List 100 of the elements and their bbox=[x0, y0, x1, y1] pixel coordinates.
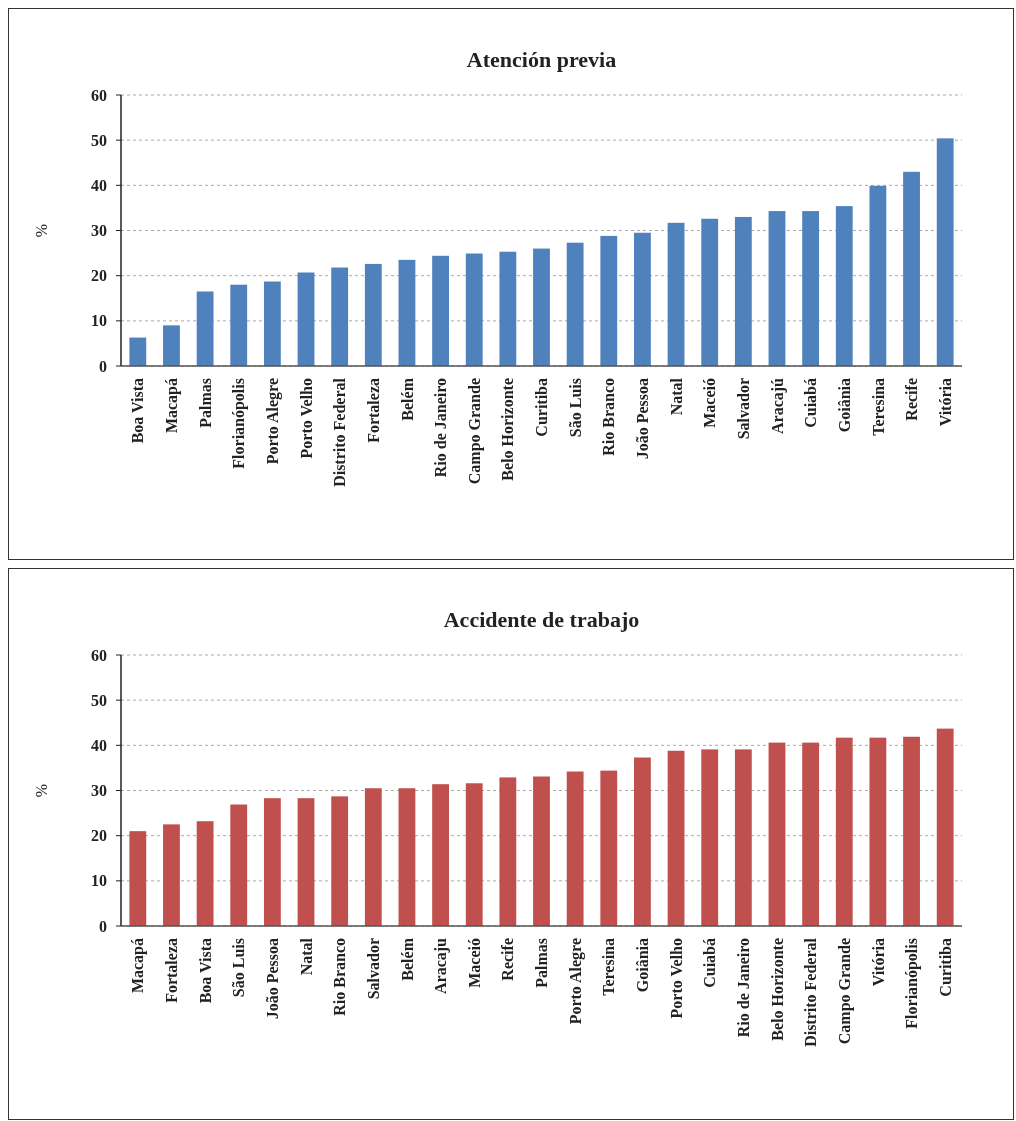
x-tick-label: Palmas bbox=[533, 938, 551, 988]
y-tick-label: 60 bbox=[91, 646, 107, 664]
x-tick-label: Aracaju bbox=[432, 937, 451, 994]
x-tick-label: Salvador bbox=[364, 938, 382, 1000]
bar bbox=[566, 771, 584, 926]
bar bbox=[432, 784, 449, 926]
bar bbox=[129, 337, 147, 366]
bar bbox=[533, 776, 550, 926]
bar bbox=[230, 284, 248, 366]
x-tick-label: Curitiba bbox=[533, 378, 551, 437]
x-tick-label: Salvador bbox=[734, 378, 752, 440]
x-tick-label: Belo Horizonte bbox=[499, 378, 517, 481]
y-tick-label: 20 bbox=[91, 267, 107, 285]
bar bbox=[432, 255, 449, 366]
bar bbox=[297, 798, 315, 926]
x-tick-label: Fortaleza bbox=[364, 378, 382, 443]
x-tick-label: Cuiabá bbox=[802, 378, 820, 428]
y-tick-label: 50 bbox=[91, 691, 107, 709]
y-tick-label: 50 bbox=[91, 131, 107, 149]
bar bbox=[734, 216, 752, 366]
y-tick-label: 0 bbox=[99, 917, 107, 935]
bar bbox=[936, 728, 954, 926]
bar bbox=[263, 281, 281, 366]
bar bbox=[667, 750, 685, 926]
x-tick-label: Palmas bbox=[196, 378, 214, 428]
x-tick-label: Vitória bbox=[936, 378, 954, 427]
y-tick-label: 10 bbox=[91, 872, 107, 890]
y-tick-label: 30 bbox=[91, 222, 107, 240]
bar bbox=[802, 211, 820, 366]
chart-title: Atención previa bbox=[466, 47, 617, 72]
bar bbox=[768, 742, 786, 926]
bar bbox=[734, 749, 752, 926]
x-tick-label: Goiânia bbox=[835, 378, 853, 433]
x-tick-label: Porto Velho bbox=[297, 378, 315, 459]
bar bbox=[196, 821, 214, 926]
x-tick-label: Belém bbox=[398, 937, 416, 981]
x-tick-label: Goiânia bbox=[634, 938, 652, 993]
x-tick-label: Teresina bbox=[600, 938, 618, 996]
x-tick-label: Recife bbox=[903, 378, 921, 421]
y-tick-label: 20 bbox=[91, 827, 107, 845]
x-tick-label: Campo Grande bbox=[835, 938, 854, 1045]
x-tick-label: Belém bbox=[398, 377, 416, 421]
x-tick-label: Maceió bbox=[465, 938, 483, 988]
bar bbox=[398, 259, 416, 366]
x-tick-label: Macapá bbox=[129, 938, 148, 994]
x-tick-label: Natal bbox=[667, 377, 685, 416]
y-tick-label: 60 bbox=[91, 86, 107, 104]
chart-title: Accidente de trabajo bbox=[443, 607, 640, 632]
x-tick-label: João Pessoa bbox=[634, 378, 652, 460]
bar bbox=[163, 824, 180, 926]
x-tick-label: Boa Vista bbox=[196, 938, 214, 1004]
x-tick-label: Porto Velho bbox=[667, 938, 685, 1019]
x-tick-label: Macapá bbox=[163, 378, 182, 434]
bar bbox=[634, 757, 651, 926]
bar bbox=[869, 737, 887, 926]
y-tick-label: 40 bbox=[91, 176, 107, 194]
bar bbox=[364, 263, 382, 366]
x-tick-label: Aracajú bbox=[768, 377, 787, 434]
x-tick-label: Natal bbox=[297, 937, 315, 976]
bar bbox=[364, 788, 382, 926]
x-tick-label: Fortaleza bbox=[163, 938, 181, 1003]
bar bbox=[465, 253, 483, 366]
x-tick-label: Rio de Janeiro bbox=[734, 938, 752, 1038]
bar bbox=[869, 185, 887, 366]
bar bbox=[297, 272, 315, 366]
bar bbox=[331, 796, 349, 926]
x-tick-label: São Luis bbox=[566, 378, 584, 438]
bar bbox=[634, 232, 651, 366]
bar bbox=[768, 211, 786, 366]
x-tick-label: Rio Branco bbox=[600, 378, 618, 456]
x-tick-label: Recife bbox=[499, 938, 517, 981]
x-tick-label: Rio de Janeiro bbox=[432, 378, 450, 478]
x-tick-label: Distrito Federal bbox=[802, 937, 820, 1047]
x-tick-label: Boa Vista bbox=[129, 378, 147, 444]
y-tick-label: 10 bbox=[91, 312, 107, 330]
x-tick-label: Vitória bbox=[869, 938, 887, 987]
x-tick-label: Teresina bbox=[869, 378, 887, 436]
y-axis-title: % bbox=[33, 783, 50, 798]
bar bbox=[701, 749, 719, 926]
x-tick-label: São Luis bbox=[230, 938, 248, 998]
bar bbox=[398, 788, 416, 926]
bar bbox=[499, 251, 517, 366]
x-tick-label: Rio Branco bbox=[331, 938, 349, 1016]
x-tick-label: Belo Horizonte bbox=[768, 938, 786, 1041]
y-tick-label: 0 bbox=[99, 357, 107, 375]
bar bbox=[936, 138, 954, 366]
y-tick-label: 30 bbox=[91, 782, 107, 800]
x-tick-label: Maceió bbox=[701, 378, 719, 428]
bar bbox=[263, 798, 281, 926]
bar bbox=[667, 222, 685, 366]
x-tick-label: Porto Alegre bbox=[566, 938, 585, 1025]
bar bbox=[499, 777, 517, 926]
x-tick-label: Curitiba bbox=[936, 938, 954, 997]
bar bbox=[600, 770, 618, 926]
bar bbox=[600, 235, 618, 366]
x-tick-label: Campo Grande bbox=[465, 378, 484, 485]
x-tick-label: João Pessoa bbox=[263, 938, 281, 1020]
y-tick-label: 40 bbox=[91, 736, 107, 754]
bar bbox=[903, 736, 920, 926]
bar bbox=[566, 242, 584, 366]
